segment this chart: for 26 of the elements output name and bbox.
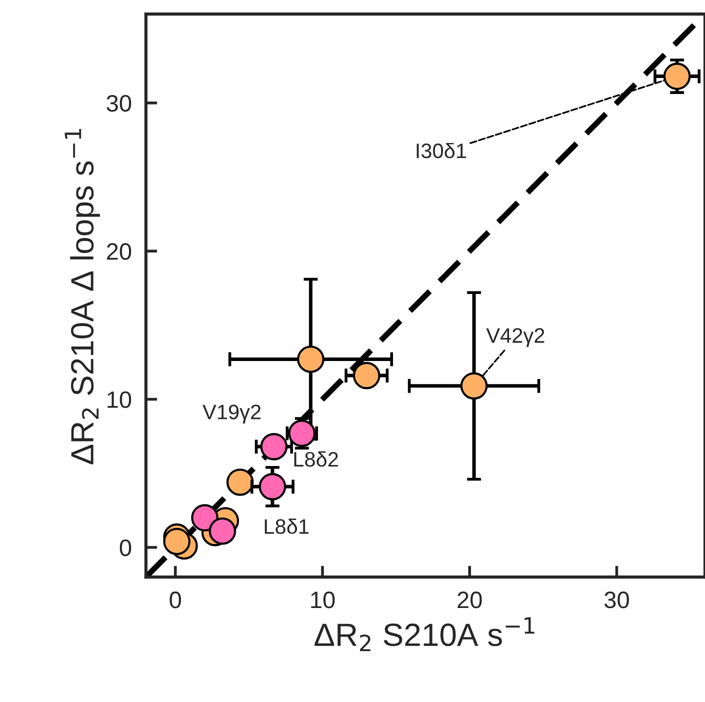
x-tick-label: 30 bbox=[604, 592, 629, 608]
y-tick-label: 20 bbox=[106, 243, 132, 260]
point bbox=[663, 62, 691, 90]
annotation: V42γ2 bbox=[486, 328, 544, 348]
point bbox=[260, 433, 288, 460]
x-tick-label: 10 bbox=[311, 592, 335, 608]
point bbox=[460, 372, 488, 400]
x-tick-label: 0 bbox=[170, 592, 181, 608]
x-axis-title: ΔR$_{2}$ S210A s$^{−1}$ bbox=[314, 617, 534, 652]
point bbox=[297, 346, 324, 373]
point bbox=[191, 504, 218, 532]
point bbox=[163, 528, 190, 556]
annotation: L8δ2 bbox=[294, 451, 338, 467]
point bbox=[288, 420, 316, 447]
point bbox=[226, 468, 254, 496]
point bbox=[258, 473, 286, 500]
annotation: V19γ2 bbox=[202, 404, 261, 424]
y-tick-label: 30 bbox=[106, 95, 132, 112]
annotation: I30δ1 bbox=[416, 142, 466, 158]
x-tick-label: 20 bbox=[458, 592, 482, 608]
y-tick-label: 0 bbox=[120, 539, 132, 556]
point bbox=[352, 362, 380, 390]
point bbox=[208, 517, 236, 545]
annotation: L8δ1 bbox=[264, 518, 309, 534]
y-axis-title: ΔR$_{2}$ S210A Δ loops s$^{−1}$ bbox=[64, 129, 100, 464]
y-tick-label: 10 bbox=[108, 391, 132, 408]
